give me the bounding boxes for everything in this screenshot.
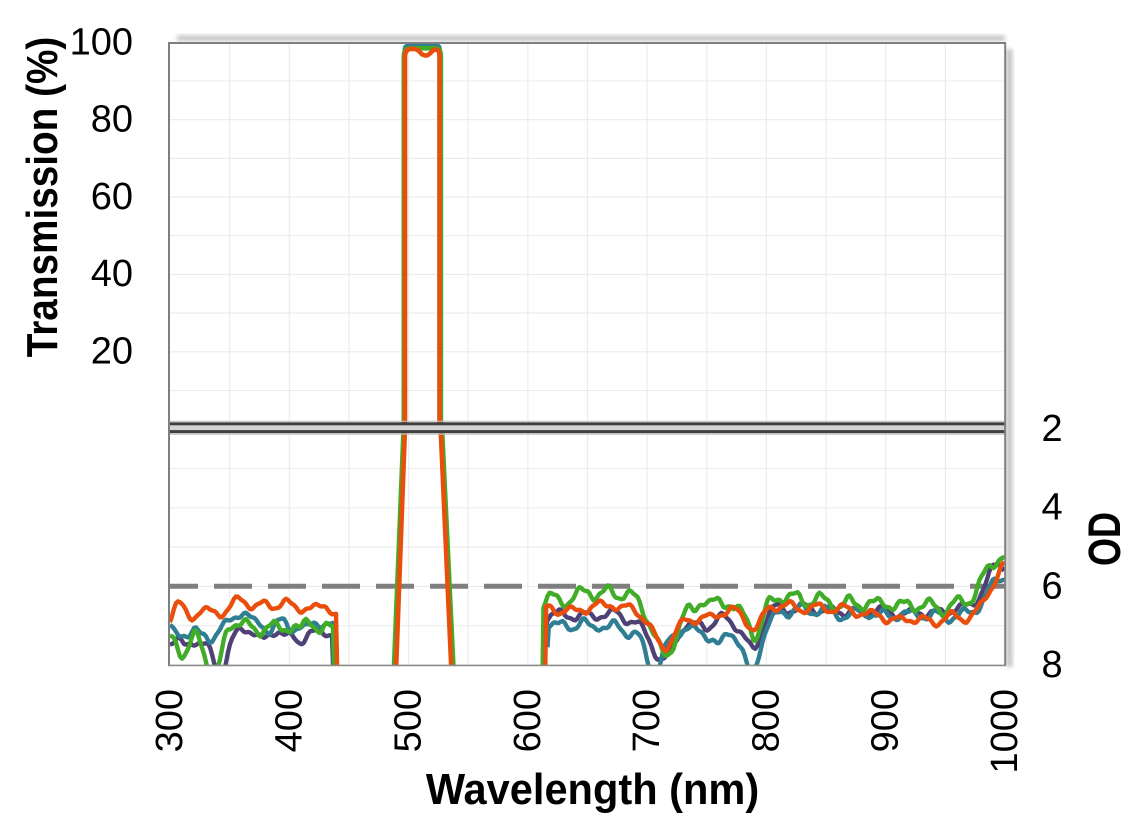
svg-text:Wavelength (nm): Wavelength (nm) — [426, 765, 759, 814]
svg-text:600: 600 — [507, 689, 549, 752]
svg-text:6: 6 — [1042, 565, 1063, 607]
svg-text:700: 700 — [626, 689, 668, 752]
svg-text:300: 300 — [149, 689, 191, 752]
svg-text:2: 2 — [1042, 408, 1063, 450]
svg-text:1000: 1000 — [984, 689, 1026, 774]
svg-text:Transmission (%): Transmission (%) — [17, 37, 67, 358]
svg-text:900: 900 — [865, 689, 907, 752]
svg-text:4: 4 — [1042, 487, 1063, 529]
svg-text:400: 400 — [268, 689, 310, 752]
svg-text:500: 500 — [388, 689, 430, 752]
svg-text:40: 40 — [91, 253, 133, 295]
svg-text:OD: OD — [1079, 512, 1130, 566]
svg-text:20: 20 — [91, 331, 133, 373]
svg-text:100: 100 — [70, 21, 133, 63]
svg-text:60: 60 — [91, 176, 133, 218]
svg-text:800: 800 — [745, 689, 787, 752]
svg-text:8: 8 — [1042, 644, 1063, 686]
svg-text:80: 80 — [91, 99, 133, 141]
